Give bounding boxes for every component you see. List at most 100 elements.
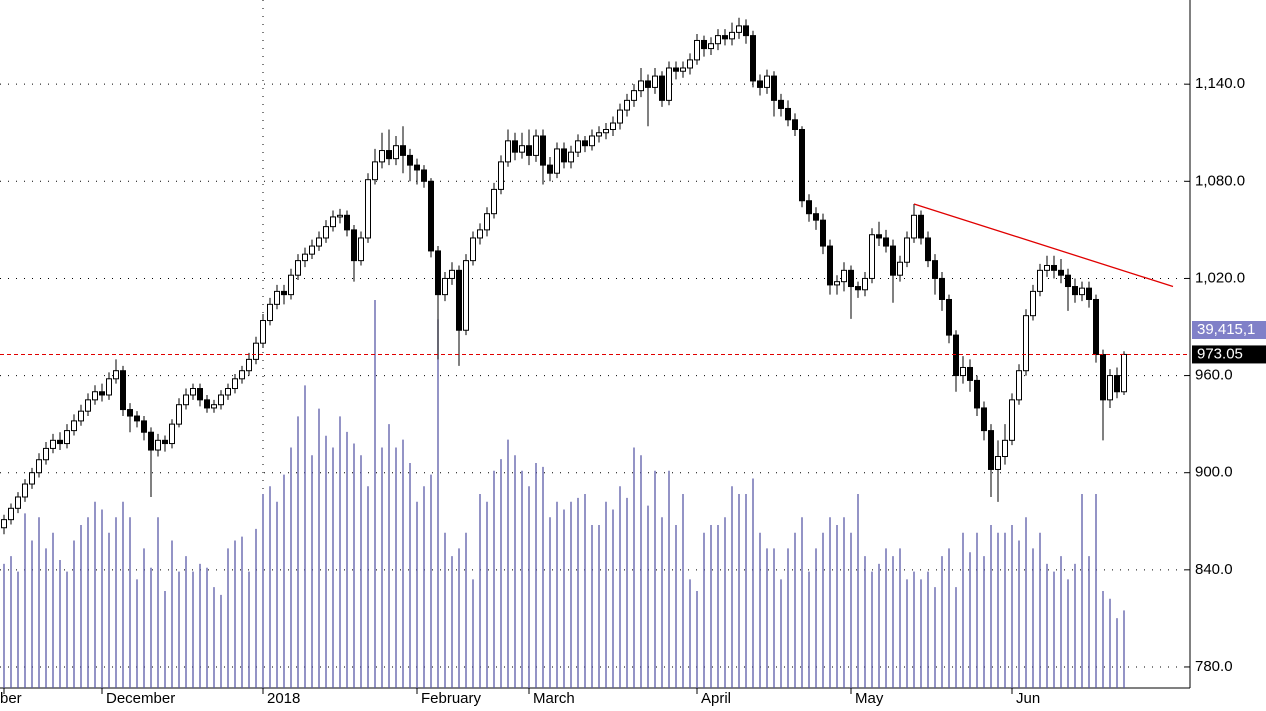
candle-body bbox=[631, 90, 637, 101]
candle-body bbox=[946, 298, 952, 336]
candle-body bbox=[456, 269, 462, 331]
candle-body bbox=[1037, 269, 1043, 292]
x-tick-label: Jun bbox=[1016, 690, 1040, 707]
candle-body bbox=[274, 290, 280, 305]
candle-body bbox=[316, 237, 322, 247]
candle-body bbox=[974, 379, 980, 409]
candle-body bbox=[36, 459, 42, 474]
candle-body bbox=[981, 407, 987, 432]
candle-body bbox=[120, 370, 126, 411]
candle-body bbox=[561, 148, 567, 163]
candle-body bbox=[708, 43, 714, 50]
candle-body bbox=[617, 109, 623, 124]
candle-body bbox=[1009, 399, 1015, 441]
x-tick-label: February bbox=[421, 690, 482, 707]
candle-body bbox=[1023, 315, 1029, 372]
candle-body bbox=[1016, 370, 1022, 401]
candle-body bbox=[659, 75, 665, 101]
candle-body bbox=[57, 439, 63, 445]
candle-body bbox=[1002, 439, 1008, 458]
x-tick-label: 2018 bbox=[267, 690, 300, 707]
candle-body bbox=[701, 39, 707, 50]
candle-body bbox=[911, 214, 917, 239]
volume-label-box bbox=[1192, 321, 1266, 339]
candle-body bbox=[575, 140, 581, 153]
candle-body bbox=[218, 394, 224, 406]
x-tick-label: ber bbox=[0, 690, 22, 707]
candle-body bbox=[281, 290, 287, 296]
candle-body bbox=[673, 67, 679, 72]
candle-body bbox=[50, 439, 56, 449]
candle-body bbox=[589, 135, 595, 147]
candle-body bbox=[498, 161, 504, 190]
candle-body bbox=[477, 229, 483, 239]
candle-body bbox=[211, 404, 217, 409]
candle-body bbox=[967, 366, 973, 381]
candle-body bbox=[869, 234, 875, 279]
candle-body bbox=[932, 260, 938, 279]
candle-body bbox=[1107, 375, 1113, 401]
candle-body bbox=[1, 519, 7, 529]
candle-body bbox=[232, 378, 238, 390]
candle-body bbox=[141, 420, 147, 433]
candle-body bbox=[421, 169, 427, 182]
candle-body bbox=[820, 219, 826, 247]
candle-body bbox=[554, 148, 560, 174]
candle-body bbox=[1121, 353, 1127, 393]
candle-body bbox=[29, 472, 35, 485]
candle-body bbox=[666, 67, 672, 101]
candle-body bbox=[162, 439, 168, 445]
y-tick-label: 780.0 bbox=[1195, 658, 1233, 675]
candle-body bbox=[85, 399, 91, 412]
candle-body bbox=[134, 415, 140, 422]
candle-body bbox=[414, 164, 420, 171]
candle-body bbox=[512, 140, 518, 153]
candle-body bbox=[841, 269, 847, 283]
candle-body bbox=[379, 150, 385, 163]
y-tick-label: 1,080.0 bbox=[1195, 172, 1245, 189]
candle-body bbox=[652, 75, 658, 88]
candle-body bbox=[197, 388, 203, 401]
candle-body bbox=[533, 135, 539, 156]
candle-body bbox=[15, 496, 21, 509]
trendline bbox=[913, 203, 1174, 288]
x-tick-label: April bbox=[701, 690, 731, 707]
candle-body bbox=[806, 200, 812, 215]
candle-body bbox=[372, 161, 378, 181]
candle-body bbox=[190, 388, 196, 396]
candle-body bbox=[470, 237, 476, 262]
candle-body bbox=[526, 145, 532, 156]
candle-body bbox=[519, 145, 525, 153]
y-tick-label: 1,140.0 bbox=[1195, 75, 1245, 92]
candle-body bbox=[736, 25, 742, 33]
candle-body bbox=[876, 234, 882, 239]
candle-body bbox=[1086, 287, 1092, 300]
candle-body bbox=[484, 213, 490, 231]
candle-body bbox=[1100, 354, 1106, 401]
y-tick-label: 900.0 bbox=[1195, 464, 1233, 481]
candle-body bbox=[358, 237, 364, 262]
candle-body bbox=[1044, 264, 1050, 271]
candle-body bbox=[78, 410, 84, 422]
candle-body bbox=[1079, 287, 1085, 296]
candle-body bbox=[925, 237, 931, 262]
last-close-box bbox=[1192, 345, 1266, 364]
candle-body bbox=[988, 430, 994, 470]
candle-body bbox=[799, 129, 805, 202]
last-close-label: 973.05 bbox=[1197, 345, 1243, 362]
candle-body bbox=[610, 122, 616, 131]
x-tick-label: May bbox=[855, 690, 884, 707]
candle-body bbox=[624, 99, 630, 111]
candle-body bbox=[680, 67, 686, 72]
candle-body bbox=[309, 245, 315, 255]
y-tick-label: 960.0 bbox=[1195, 367, 1233, 384]
candle-body bbox=[729, 31, 735, 40]
candle-body bbox=[155, 439, 161, 451]
candle-body bbox=[491, 188, 497, 215]
candle-body bbox=[183, 394, 189, 406]
candle-body bbox=[113, 370, 119, 380]
candle-body bbox=[1058, 269, 1064, 276]
candle-body bbox=[694, 39, 700, 61]
